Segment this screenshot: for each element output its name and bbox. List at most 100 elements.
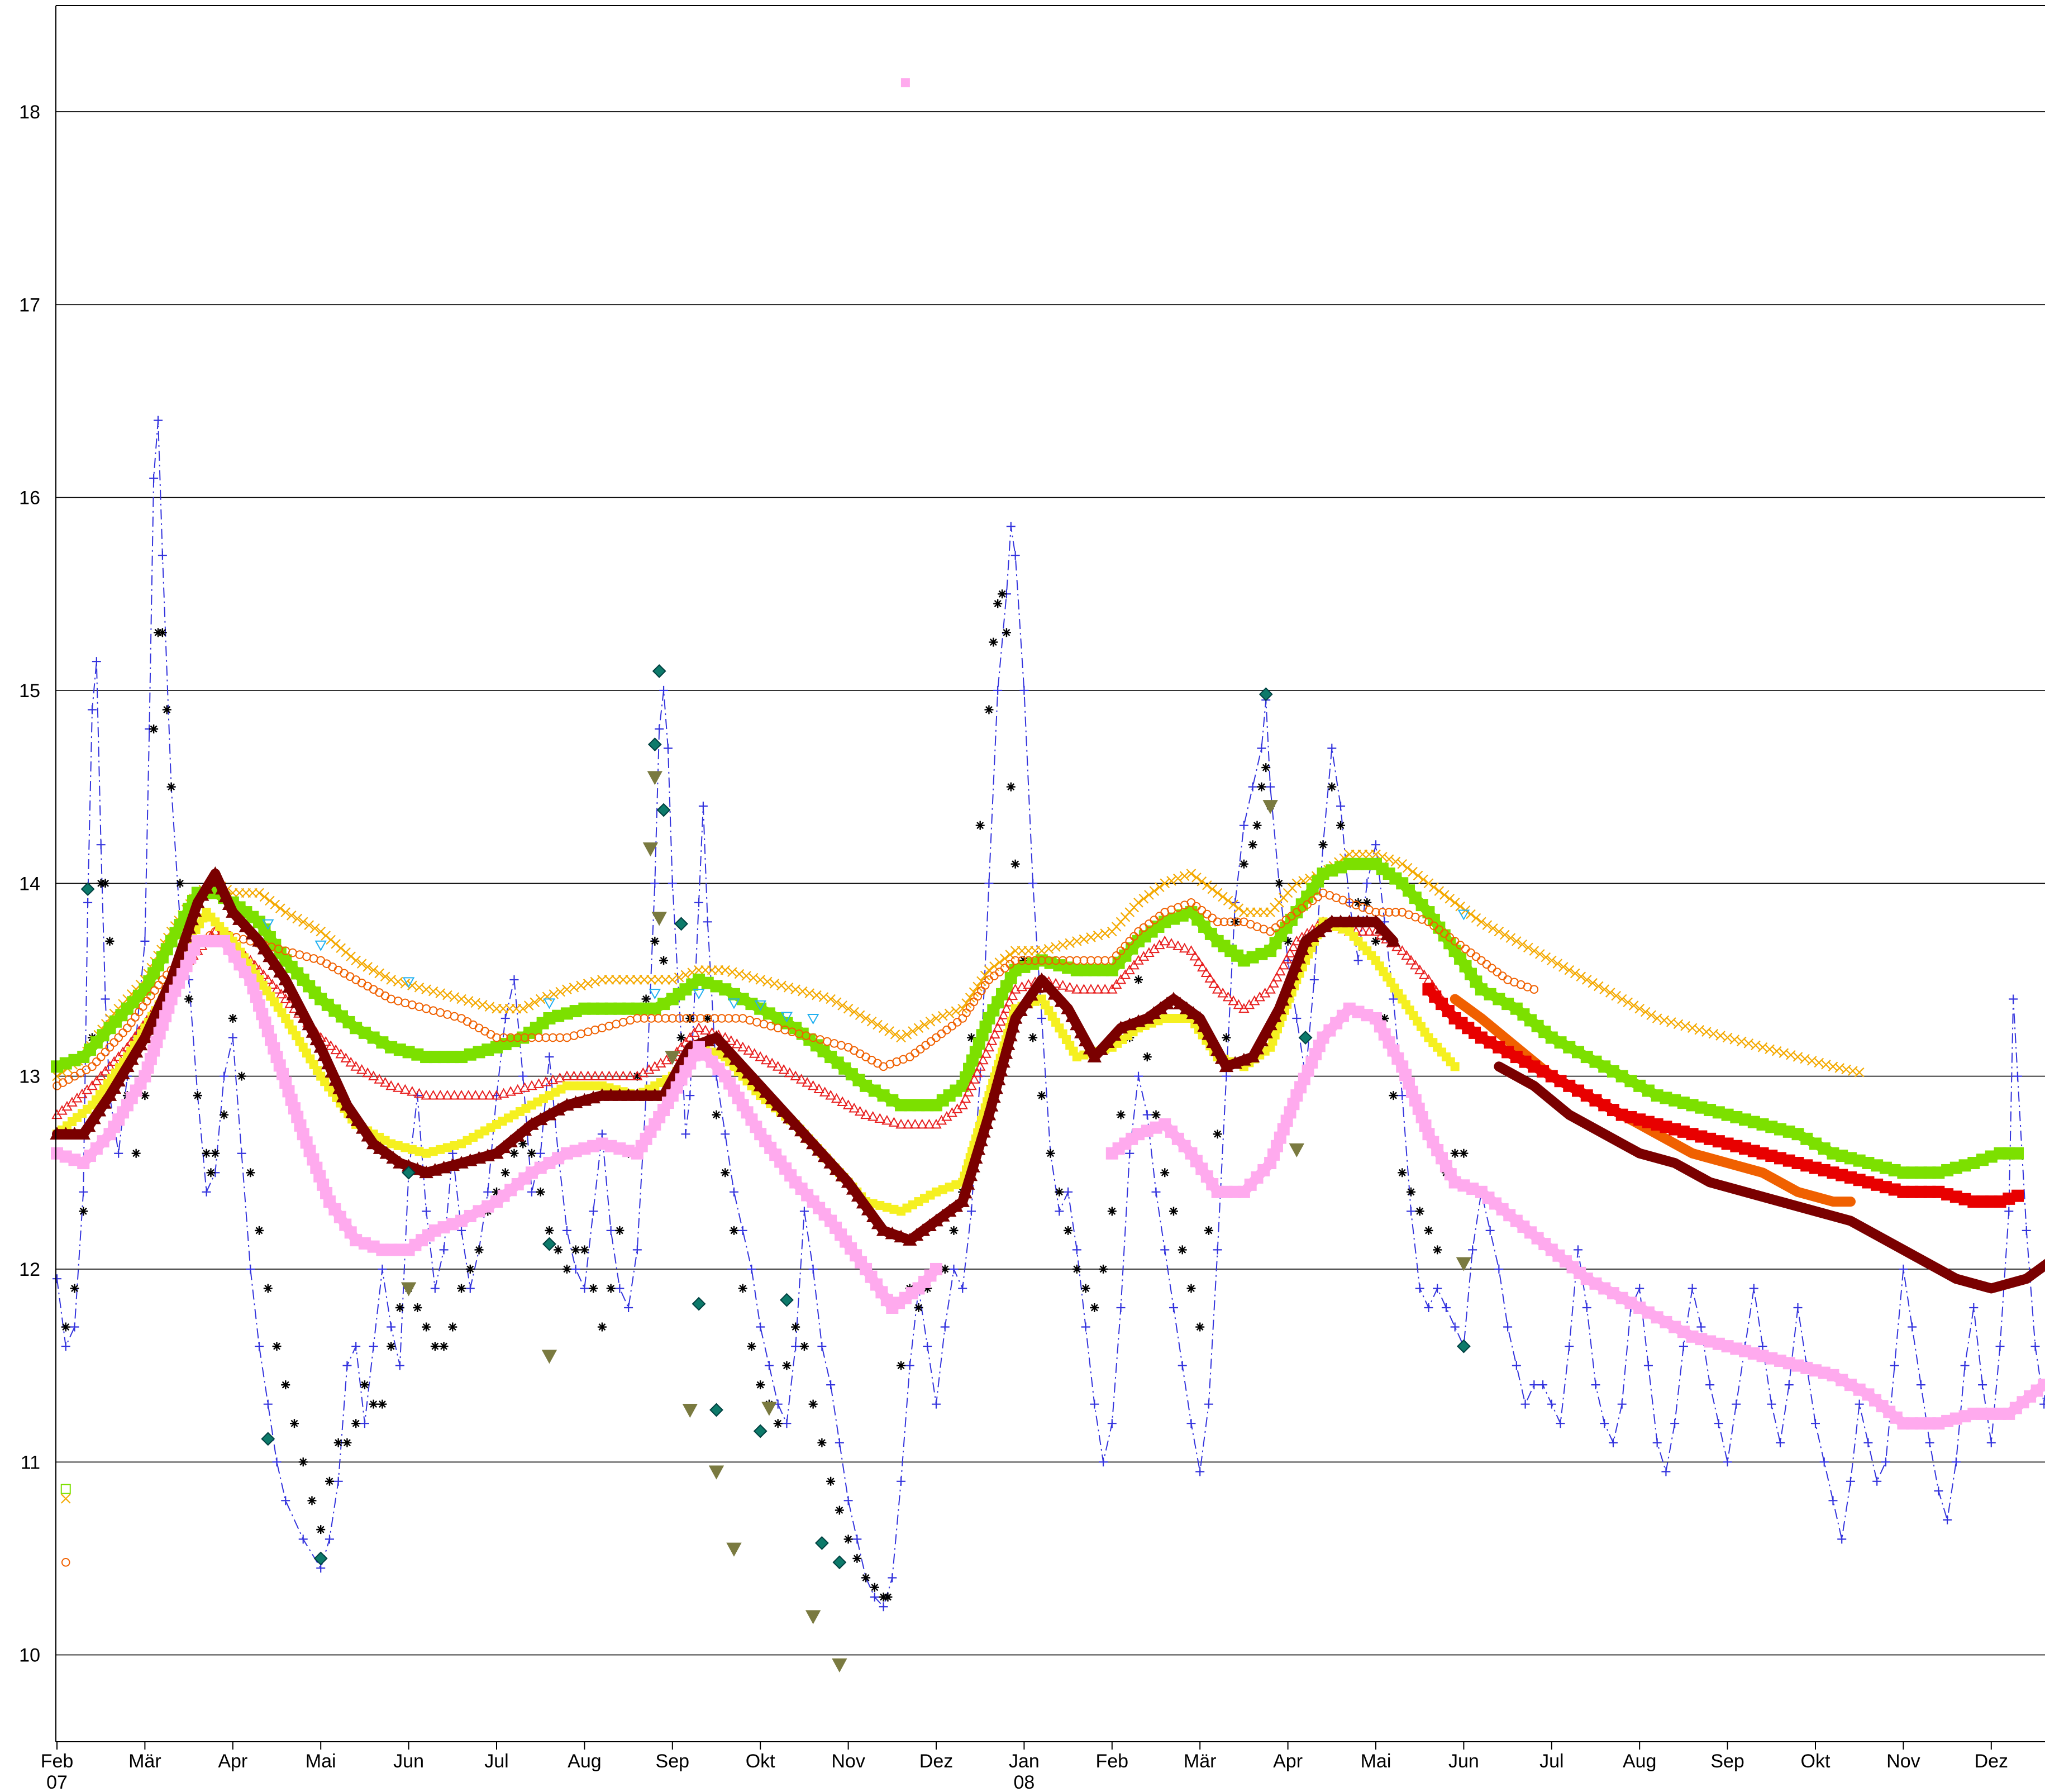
data-point: [414, 982, 425, 993]
data-point: [1207, 884, 1218, 894]
data-point: [59, 1127, 73, 1140]
data-point: [1751, 1040, 1761, 1051]
data-point: [655, 725, 664, 733]
data-point: [762, 976, 773, 987]
data-point: [1204, 973, 1215, 983]
data-point: [206, 1168, 216, 1178]
data-point: [101, 879, 110, 888]
data-point: [422, 1207, 431, 1216]
data-point: [895, 1118, 907, 1129]
data-point: [549, 989, 559, 999]
data-point: [1044, 956, 1054, 965]
data-point: [1318, 840, 1328, 850]
data-point: [456, 1090, 467, 1100]
data-point: [83, 898, 93, 907]
data-point: [492, 1033, 501, 1042]
data-point: [957, 1099, 968, 1109]
data-point: [313, 1551, 328, 1566]
data-point: [50, 1127, 64, 1140]
data-point: [867, 1111, 879, 1121]
data-point: [788, 1117, 803, 1130]
data-point: [317, 1048, 332, 1061]
series-line: [1450, 994, 1856, 1207]
data-point: [1800, 1054, 1810, 1064]
data-point: [825, 1090, 836, 1100]
data-point: [314, 940, 327, 951]
data-point: [998, 1009, 1009, 1019]
data-point: [652, 664, 666, 678]
data-point: [1309, 975, 1319, 984]
data-point: [402, 977, 415, 988]
data-point: [379, 1077, 391, 1087]
data-point: [316, 926, 326, 937]
data-point: [989, 1028, 1000, 1039]
data-point: [325, 1040, 336, 1050]
data-point: [105, 1043, 115, 1052]
data-point: [1110, 979, 1122, 989]
data-point: [118, 1028, 127, 1037]
data-point: [1010, 859, 1020, 869]
data-point: [333, 1438, 343, 1447]
data-point: [1500, 930, 1510, 940]
data-point: [1628, 1000, 1639, 1011]
data-point: [1743, 1038, 1754, 1048]
data-point: [843, 1534, 853, 1544]
data-point: [374, 968, 384, 979]
data-point: [589, 1284, 598, 1293]
data-point: [120, 1059, 135, 1073]
data-point: [1289, 1143, 1305, 1157]
data-point: [393, 1141, 403, 1150]
data-point: [1133, 898, 1143, 908]
data-point: [1004, 997, 1015, 1007]
data-point: [1456, 1339, 1471, 1353]
data-point: [1248, 782, 1257, 792]
data-point: [1107, 1028, 1122, 1041]
data-point: [1055, 1207, 1064, 1216]
data-point: [407, 980, 417, 991]
data-point: [1890, 1361, 1899, 1370]
data-point: [1398, 1168, 1407, 1178]
data-point: [513, 1033, 522, 1042]
data-point: [1582, 1303, 1591, 1312]
data-point: [940, 1264, 950, 1274]
data-point: [1037, 956, 1046, 965]
data-point: [989, 637, 998, 647]
data-point: [650, 879, 660, 888]
data-point: [960, 1176, 975, 1190]
data-point: [1705, 1380, 1715, 1390]
data-point: [477, 1090, 488, 1100]
data-point: [220, 1071, 229, 1081]
data-point: [1072, 936, 1082, 946]
data-point: [993, 599, 1003, 608]
data-point: [70, 1322, 79, 1332]
data-point: [888, 1573, 897, 1583]
data-point: [814, 1536, 829, 1550]
data-point: [783, 982, 794, 993]
data-point: [393, 1155, 407, 1169]
data-point: [442, 1090, 453, 1100]
data-point: [523, 1000, 534, 1011]
data-point: [837, 1096, 848, 1107]
data-point: [1179, 871, 1190, 881]
data-point: [226, 905, 240, 918]
data-point: [1100, 956, 1110, 965]
data-point: [102, 1088, 117, 1101]
data-point: [883, 1593, 893, 1602]
data-point: [703, 1014, 712, 1023]
data-point: [624, 1303, 633, 1312]
data-point: [1259, 1025, 1273, 1038]
data-point: [1197, 961, 1208, 972]
data-point: [1081, 1284, 1090, 1293]
data-point: [340, 1052, 351, 1062]
data-point: [980, 970, 990, 981]
data-point: [1274, 879, 1284, 888]
data-point: [87, 1111, 101, 1124]
data-point: [387, 1139, 396, 1148]
data-point: [465, 1284, 475, 1293]
data-point: [421, 1090, 432, 1100]
data-point: [1635, 1284, 1644, 1293]
data-point: [1960, 1361, 1970, 1370]
data-point: [104, 1061, 116, 1071]
data-point: [1001, 1003, 1012, 1013]
